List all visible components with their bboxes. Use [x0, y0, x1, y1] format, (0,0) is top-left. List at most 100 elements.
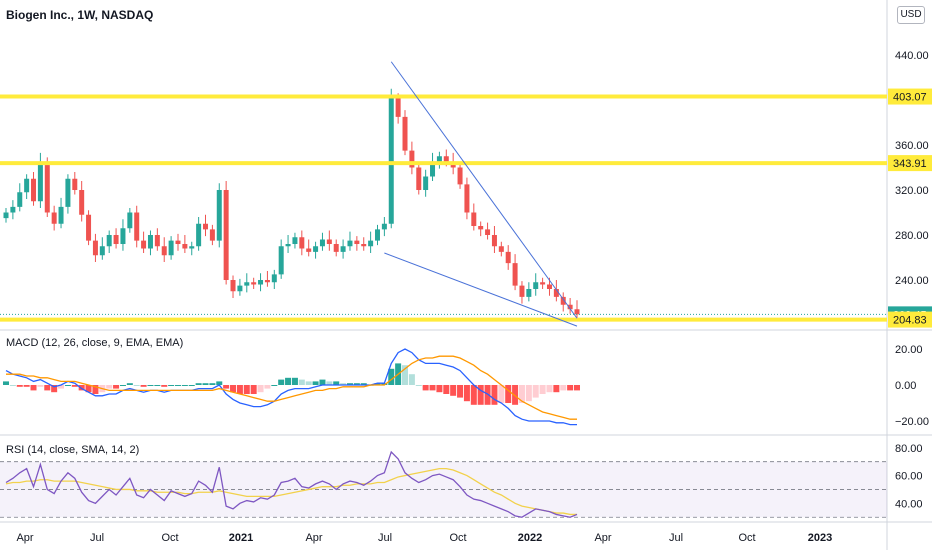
macd-histogram-bar [140, 385, 147, 387]
candle-body [106, 235, 112, 247]
macd-histogram-bar [16, 385, 23, 387]
lower-trendline [384, 252, 578, 327]
candle-body [182, 244, 188, 249]
candle-body [395, 97, 401, 117]
candle-body [24, 178, 30, 193]
candle-body [189, 246, 195, 249]
candle-body [44, 161, 50, 213]
macd-histogram-bar [85, 385, 92, 393]
currency-button[interactable]: USD [897, 6, 925, 24]
macd-histogram-bar [119, 385, 126, 386]
macd-histogram-bar [532, 385, 539, 398]
candle-body [313, 246, 319, 252]
time-tick-label: 2023 [808, 532, 832, 544]
macd-histogram-bar [443, 385, 450, 394]
macd-tick-label: −20.00 [895, 416, 929, 428]
macd-histogram-bar [518, 385, 525, 403]
level-tag-343-bg [888, 155, 932, 172]
macd-histogram-bar [147, 385, 154, 386]
macd-histogram-bar [422, 385, 429, 391]
candle-body [478, 226, 484, 230]
candle-body [306, 248, 312, 252]
candle-body [196, 223, 202, 247]
time-tick-label: Jul [669, 532, 683, 544]
rsi-label[interactable]: RSI (14, close, SMA, 14, 2) [6, 444, 140, 456]
macd-histogram-bar [64, 385, 71, 386]
candle-body [299, 237, 305, 249]
candle-body [237, 285, 243, 292]
macd-histogram-bar [291, 377, 298, 385]
candle-body [498, 246, 504, 252]
candle-body [271, 274, 277, 283]
macd-histogram-bar [326, 381, 333, 385]
time-tick-label: 2021 [229, 532, 253, 544]
macd-histogram-bar [58, 385, 65, 389]
candle-body [141, 240, 147, 249]
candle-body [540, 282, 546, 285]
candle-body [512, 263, 518, 286]
time-tick-label: Apr [594, 532, 611, 544]
candle-body [347, 240, 353, 247]
candle-body [423, 176, 429, 190]
price-tick-label: 280.00 [895, 230, 929, 242]
macd-histogram-bar [560, 385, 567, 391]
macd-histogram-bar [202, 383, 209, 385]
candle-body [292, 237, 298, 244]
candle-body [430, 161, 436, 177]
candle-body [471, 212, 477, 226]
macd-histogram-bar [415, 385, 422, 386]
macd-histogram-bar [539, 385, 546, 394]
macd-histogram-bar [264, 385, 271, 389]
macd-histogram-bar [477, 385, 484, 405]
macd-histogram-bar [374, 383, 381, 385]
candle-body [519, 285, 525, 297]
time-tick-label: Oct [161, 532, 178, 544]
macd-histogram-bar [257, 385, 264, 393]
macd-histogram-bar [3, 381, 9, 385]
macd-tick-label: 20.00 [895, 344, 923, 356]
candle-body [10, 206, 16, 213]
macd-label[interactable]: MACD (12, 26, close, 9, EMA, EMA) [6, 337, 184, 349]
candle-body [168, 240, 174, 256]
macd-histogram-bar [525, 385, 532, 402]
candle-body [251, 282, 257, 285]
time-tick-label: Jul [378, 532, 392, 544]
macd-histogram-bar [298, 379, 305, 385]
candle-body [209, 229, 215, 241]
candle-body [175, 240, 181, 244]
macd-histogram-bar [512, 385, 519, 405]
candle-body [58, 206, 64, 224]
candle-body [409, 150, 415, 168]
candle-body [230, 280, 236, 292]
macd-histogram-bar [381, 383, 388, 385]
macd-histogram-bar [450, 385, 457, 396]
candle-body [457, 167, 463, 185]
macd-histogram-bar [388, 368, 395, 385]
macd-histogram-bar [188, 385, 195, 386]
macd-histogram-bar [23, 385, 30, 387]
time-tick-label: Apr [305, 532, 322, 544]
macd-histogram-bar [360, 383, 367, 385]
level-tag-343: 343.91 [888, 155, 932, 172]
macd-histogram-bar [216, 381, 223, 385]
macd-line [5, 348, 577, 426]
macd-histogram-bar [546, 385, 553, 393]
time-tick-label: 2022 [518, 532, 542, 544]
candle-body [546, 284, 552, 289]
macd-histogram-bar [44, 385, 51, 391]
candle-body [319, 239, 325, 247]
candle-body [37, 161, 43, 202]
candle-body [65, 178, 71, 207]
candle-body [216, 190, 222, 241]
macd-histogram-bar [230, 385, 237, 393]
candle-body [278, 246, 284, 275]
macd-histogram-bar [484, 385, 491, 405]
macd-histogram-bar [402, 365, 409, 385]
candle-body [381, 223, 387, 230]
macd-histogram-bar [181, 385, 188, 386]
upper-trendline [390, 61, 578, 319]
level-tag-204-text: 204.83 [893, 315, 927, 327]
time-tick-label: Apr [16, 532, 33, 544]
macd-histogram-bar [71, 385, 78, 387]
